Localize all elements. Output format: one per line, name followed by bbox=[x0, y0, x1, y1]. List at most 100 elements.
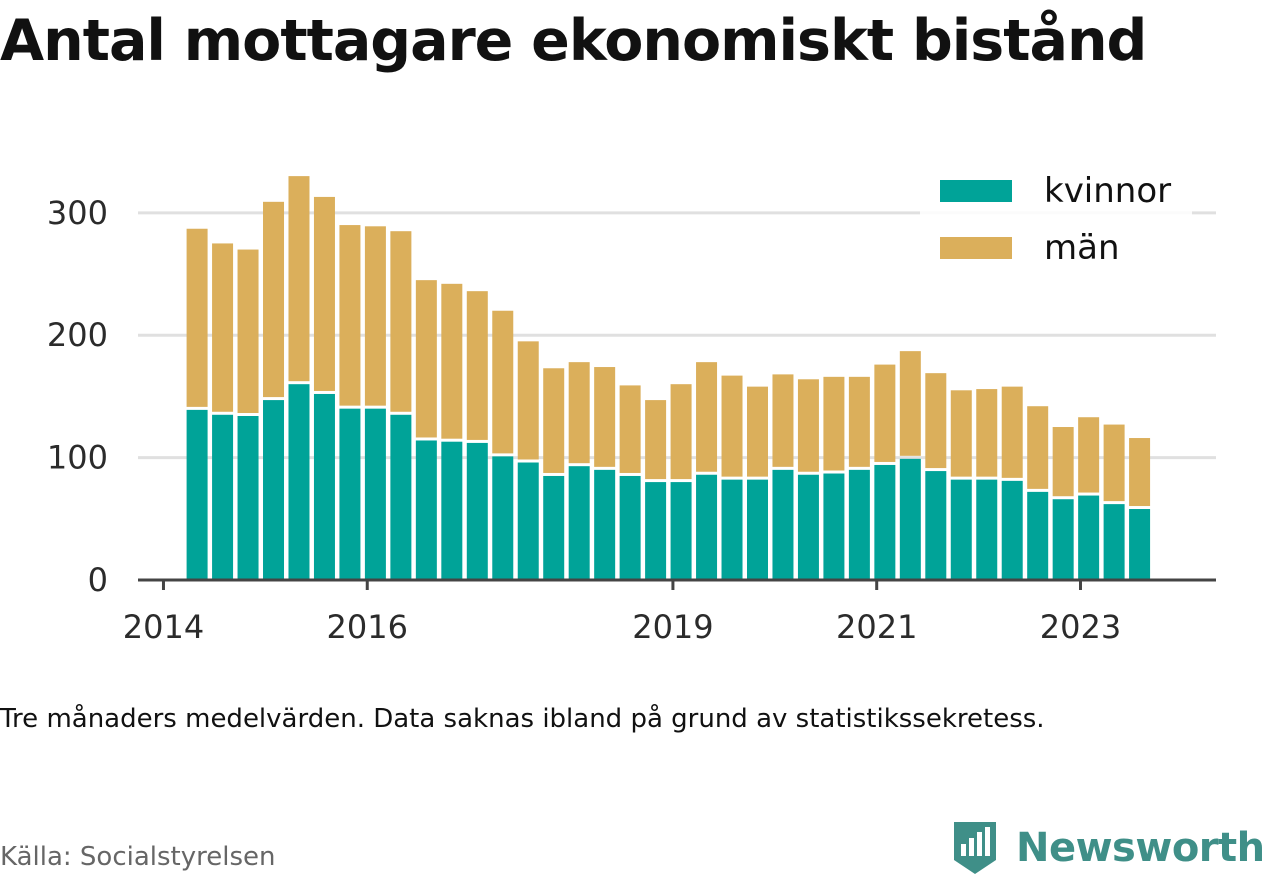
bar-kvinnor bbox=[186, 409, 208, 580]
bar-kvinnor bbox=[645, 482, 667, 580]
bar-män bbox=[1027, 406, 1049, 489]
bar-kvinnor bbox=[976, 479, 998, 580]
bar-kvinnor bbox=[746, 479, 768, 580]
bar-kvinnor bbox=[441, 441, 463, 580]
bar-män bbox=[645, 400, 667, 480]
bar-kvinnor bbox=[619, 475, 641, 580]
bar-män bbox=[568, 362, 590, 464]
bar-kvinnor bbox=[466, 442, 488, 580]
legend: kvinnor män bbox=[920, 170, 1192, 278]
bar-kvinnor bbox=[237, 416, 259, 580]
bar-kvinnor bbox=[390, 414, 412, 580]
bar-kvinnor bbox=[1103, 504, 1125, 580]
bar-kvinnor bbox=[1129, 509, 1151, 580]
bar-män bbox=[339, 225, 361, 406]
bar-män bbox=[237, 249, 259, 413]
bar-män bbox=[797, 379, 819, 472]
bar-kvinnor bbox=[594, 469, 616, 580]
legend-label-kvinnor: kvinnor bbox=[1044, 171, 1171, 211]
bar-män bbox=[899, 351, 921, 456]
legend-swatch-kvinnor bbox=[940, 180, 1012, 202]
bar-kvinnor bbox=[772, 469, 794, 580]
y-tick-label: 300 bbox=[47, 194, 108, 232]
y-axis-ticks: 0 100 200 300 bbox=[47, 194, 108, 599]
y-tick-label: 100 bbox=[47, 439, 108, 477]
bar-män bbox=[1001, 386, 1023, 478]
newsworthy-logo-icon bbox=[954, 822, 996, 874]
bar-kvinnor bbox=[313, 393, 335, 580]
y-tick-label: 0 bbox=[88, 561, 108, 599]
bar-män bbox=[1129, 438, 1151, 507]
bar-män bbox=[746, 386, 768, 477]
bar-kvinnor bbox=[568, 466, 590, 580]
x-tick-label: 2016 bbox=[327, 608, 408, 646]
bar-män bbox=[313, 196, 335, 391]
bar-kvinnor bbox=[212, 414, 234, 580]
bar-kvinnor bbox=[797, 474, 819, 580]
bar-män bbox=[950, 390, 972, 477]
x-tick-label: 2019 bbox=[632, 608, 713, 646]
bar-män bbox=[263, 201, 285, 398]
bar-män bbox=[543, 368, 565, 473]
bar-män bbox=[823, 376, 845, 471]
bar-män bbox=[721, 375, 743, 477]
bar-kvinnor bbox=[899, 458, 921, 580]
bar-män bbox=[1078, 417, 1100, 493]
bar-kvinnor bbox=[696, 474, 718, 580]
brand-logo[interactable]: Newsworthy bbox=[950, 818, 1262, 878]
bars bbox=[186, 176, 1151, 580]
bar-kvinnor bbox=[1027, 491, 1049, 580]
bar-män bbox=[364, 226, 386, 406]
bar-män bbox=[288, 176, 310, 382]
bar-män bbox=[874, 364, 896, 462]
bar-kvinnor bbox=[415, 440, 437, 580]
bar-män bbox=[492, 310, 514, 454]
bar-män bbox=[670, 384, 692, 480]
chart-plot: 0 100 200 300 2014 2016 2019 2021 2023 kvinnor m… bbox=[47, 170, 1216, 646]
bar-kvinnor bbox=[543, 475, 565, 580]
bar-män bbox=[390, 231, 412, 412]
bar-män bbox=[212, 243, 234, 412]
bar-kvinnor bbox=[492, 456, 514, 580]
legend-swatch-män bbox=[940, 237, 1012, 259]
x-tick-label: 2014 bbox=[123, 608, 204, 646]
bar-män bbox=[976, 389, 998, 477]
bar-kvinnor bbox=[721, 479, 743, 580]
bar-kvinnor bbox=[1001, 480, 1023, 580]
bar-män bbox=[1103, 424, 1125, 502]
bar-kvinnor bbox=[950, 479, 972, 580]
bar-män bbox=[696, 362, 718, 472]
bar-män bbox=[517, 341, 539, 460]
bar-män bbox=[415, 280, 437, 438]
source-credit: Källa: Socialstyrelsen bbox=[0, 842, 276, 872]
bar-män bbox=[848, 376, 870, 467]
bar-kvinnor bbox=[339, 408, 361, 580]
bar-kvinnor bbox=[823, 473, 845, 580]
chart-title: Antal mottagare ekonomiskt bistånd bbox=[0, 8, 1147, 74]
bar-män bbox=[186, 228, 208, 407]
bar-kvinnor bbox=[1078, 495, 1100, 580]
bar-män bbox=[466, 291, 488, 440]
bar-kvinnor bbox=[288, 384, 310, 580]
bar-män bbox=[925, 373, 947, 469]
x-axis-ticks: 2014 2016 2019 2021 2023 bbox=[123, 580, 1121, 646]
legend-label-män: män bbox=[1044, 228, 1120, 268]
bar-kvinnor bbox=[670, 482, 692, 580]
bar-män bbox=[619, 385, 641, 473]
bar-kvinnor bbox=[263, 400, 285, 580]
bar-kvinnor bbox=[1052, 499, 1074, 580]
bar-kvinnor bbox=[874, 464, 896, 580]
x-tick-label: 2021 bbox=[836, 608, 917, 646]
bar-kvinnor bbox=[364, 408, 386, 580]
bar-kvinnor bbox=[925, 471, 947, 580]
bar-kvinnor bbox=[517, 462, 539, 580]
y-tick-label: 200 bbox=[47, 316, 108, 354]
chart-note: Tre månaders medelvärden. Data saknas ib… bbox=[0, 704, 1045, 734]
bar-kvinnor bbox=[848, 469, 870, 580]
bar-män bbox=[772, 374, 794, 467]
bar-män bbox=[594, 367, 616, 467]
bar-män bbox=[441, 283, 463, 439]
x-tick-label: 2023 bbox=[1040, 608, 1121, 646]
brand-name: Newsworthy bbox=[1016, 825, 1262, 871]
bar-män bbox=[1052, 427, 1074, 497]
